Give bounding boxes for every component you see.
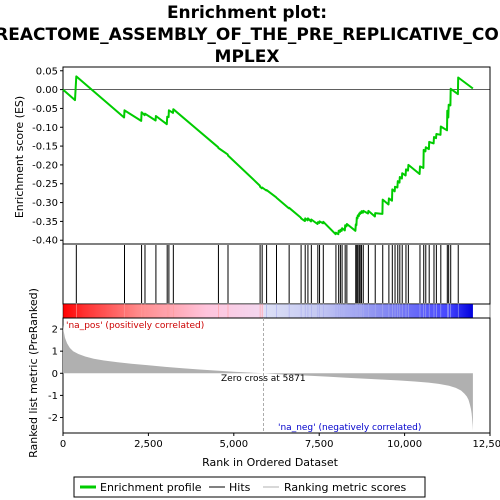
chart-title-line-2: REACTOME_ASSEMBLY_OF_THE_PRE_REPLICATIVE… xyxy=(0,25,499,45)
legend-enrichment-label: Enrichment profile xyxy=(100,481,202,494)
legend: Enrichment profile Hits Ranking metric s… xyxy=(73,476,426,498)
legend-box xyxy=(73,476,426,498)
x-tick-label: 12,500 xyxy=(473,439,500,450)
metric-ytick-label: 0 xyxy=(52,369,58,380)
x-axis-label: Rank in Ordered Dataset xyxy=(202,456,339,469)
rank-colorbar xyxy=(62,303,491,319)
x-tick-label: 5,000 xyxy=(219,439,248,450)
es-ytick-label: 0.00 xyxy=(36,85,58,96)
metric-panel: 2 1 0 -1 -2 0 2,500 5,000 7,500 10,000 12,500 xyxy=(48,317,500,450)
chart-title-line-3: MPLEX xyxy=(215,47,280,67)
x-tick-label: 0 xyxy=(60,439,66,450)
hits-panel xyxy=(62,243,491,305)
es-ytick-label: -0.25 xyxy=(32,179,58,190)
x-tick-label: 10,000 xyxy=(387,439,422,450)
es-ytick-label: -0.30 xyxy=(32,198,58,209)
metric-ylabel: Ranked list metric (PreRanked) xyxy=(27,288,40,458)
metric-ytick-label: 2 xyxy=(52,325,58,336)
metric-ytick-label: -2 xyxy=(48,413,58,424)
es-ytick-label: 0.05 xyxy=(36,66,58,77)
es-ytick-label: -0.35 xyxy=(32,217,58,228)
legend-hits-label: Hits xyxy=(229,481,251,494)
es-ytick-label: -0.10 xyxy=(32,123,58,134)
x-tick-label: 2,500 xyxy=(134,439,163,450)
es-ytick-label: -0.40 xyxy=(32,236,58,247)
metric-ytick-label: -1 xyxy=(48,391,58,402)
es-ytick-label: -0.05 xyxy=(32,104,58,115)
x-tick-label: 7,500 xyxy=(305,439,334,450)
rank-colorbar-gradient xyxy=(63,304,473,318)
es-plot-frame xyxy=(62,66,491,245)
positive-correlation-label: 'na_pos' (positively correlated) xyxy=(66,321,204,331)
ranking-metric-area xyxy=(63,324,473,431)
negative-correlation-label: 'na_neg' (negatively correlated) xyxy=(278,423,421,433)
zero-cross-label: Zero cross at 5871 xyxy=(221,374,306,384)
es-ytick-label: -0.20 xyxy=(32,160,58,171)
legend-metric-label: Ranking metric scores xyxy=(284,481,406,494)
chart-title-line-1: Enrichment plot: xyxy=(167,3,327,23)
es-ylabel: Enrichment score (ES) xyxy=(13,96,26,218)
enrichment-profile-line xyxy=(62,75,474,236)
es-panel: 0.05 0.00 -0.05 -0.10 -0.15 -0.20 -0.25 -0.30 -0… xyxy=(32,66,491,247)
metric-ytick-label: 1 xyxy=(52,347,58,358)
es-ytick-label: -0.15 xyxy=(32,142,58,153)
